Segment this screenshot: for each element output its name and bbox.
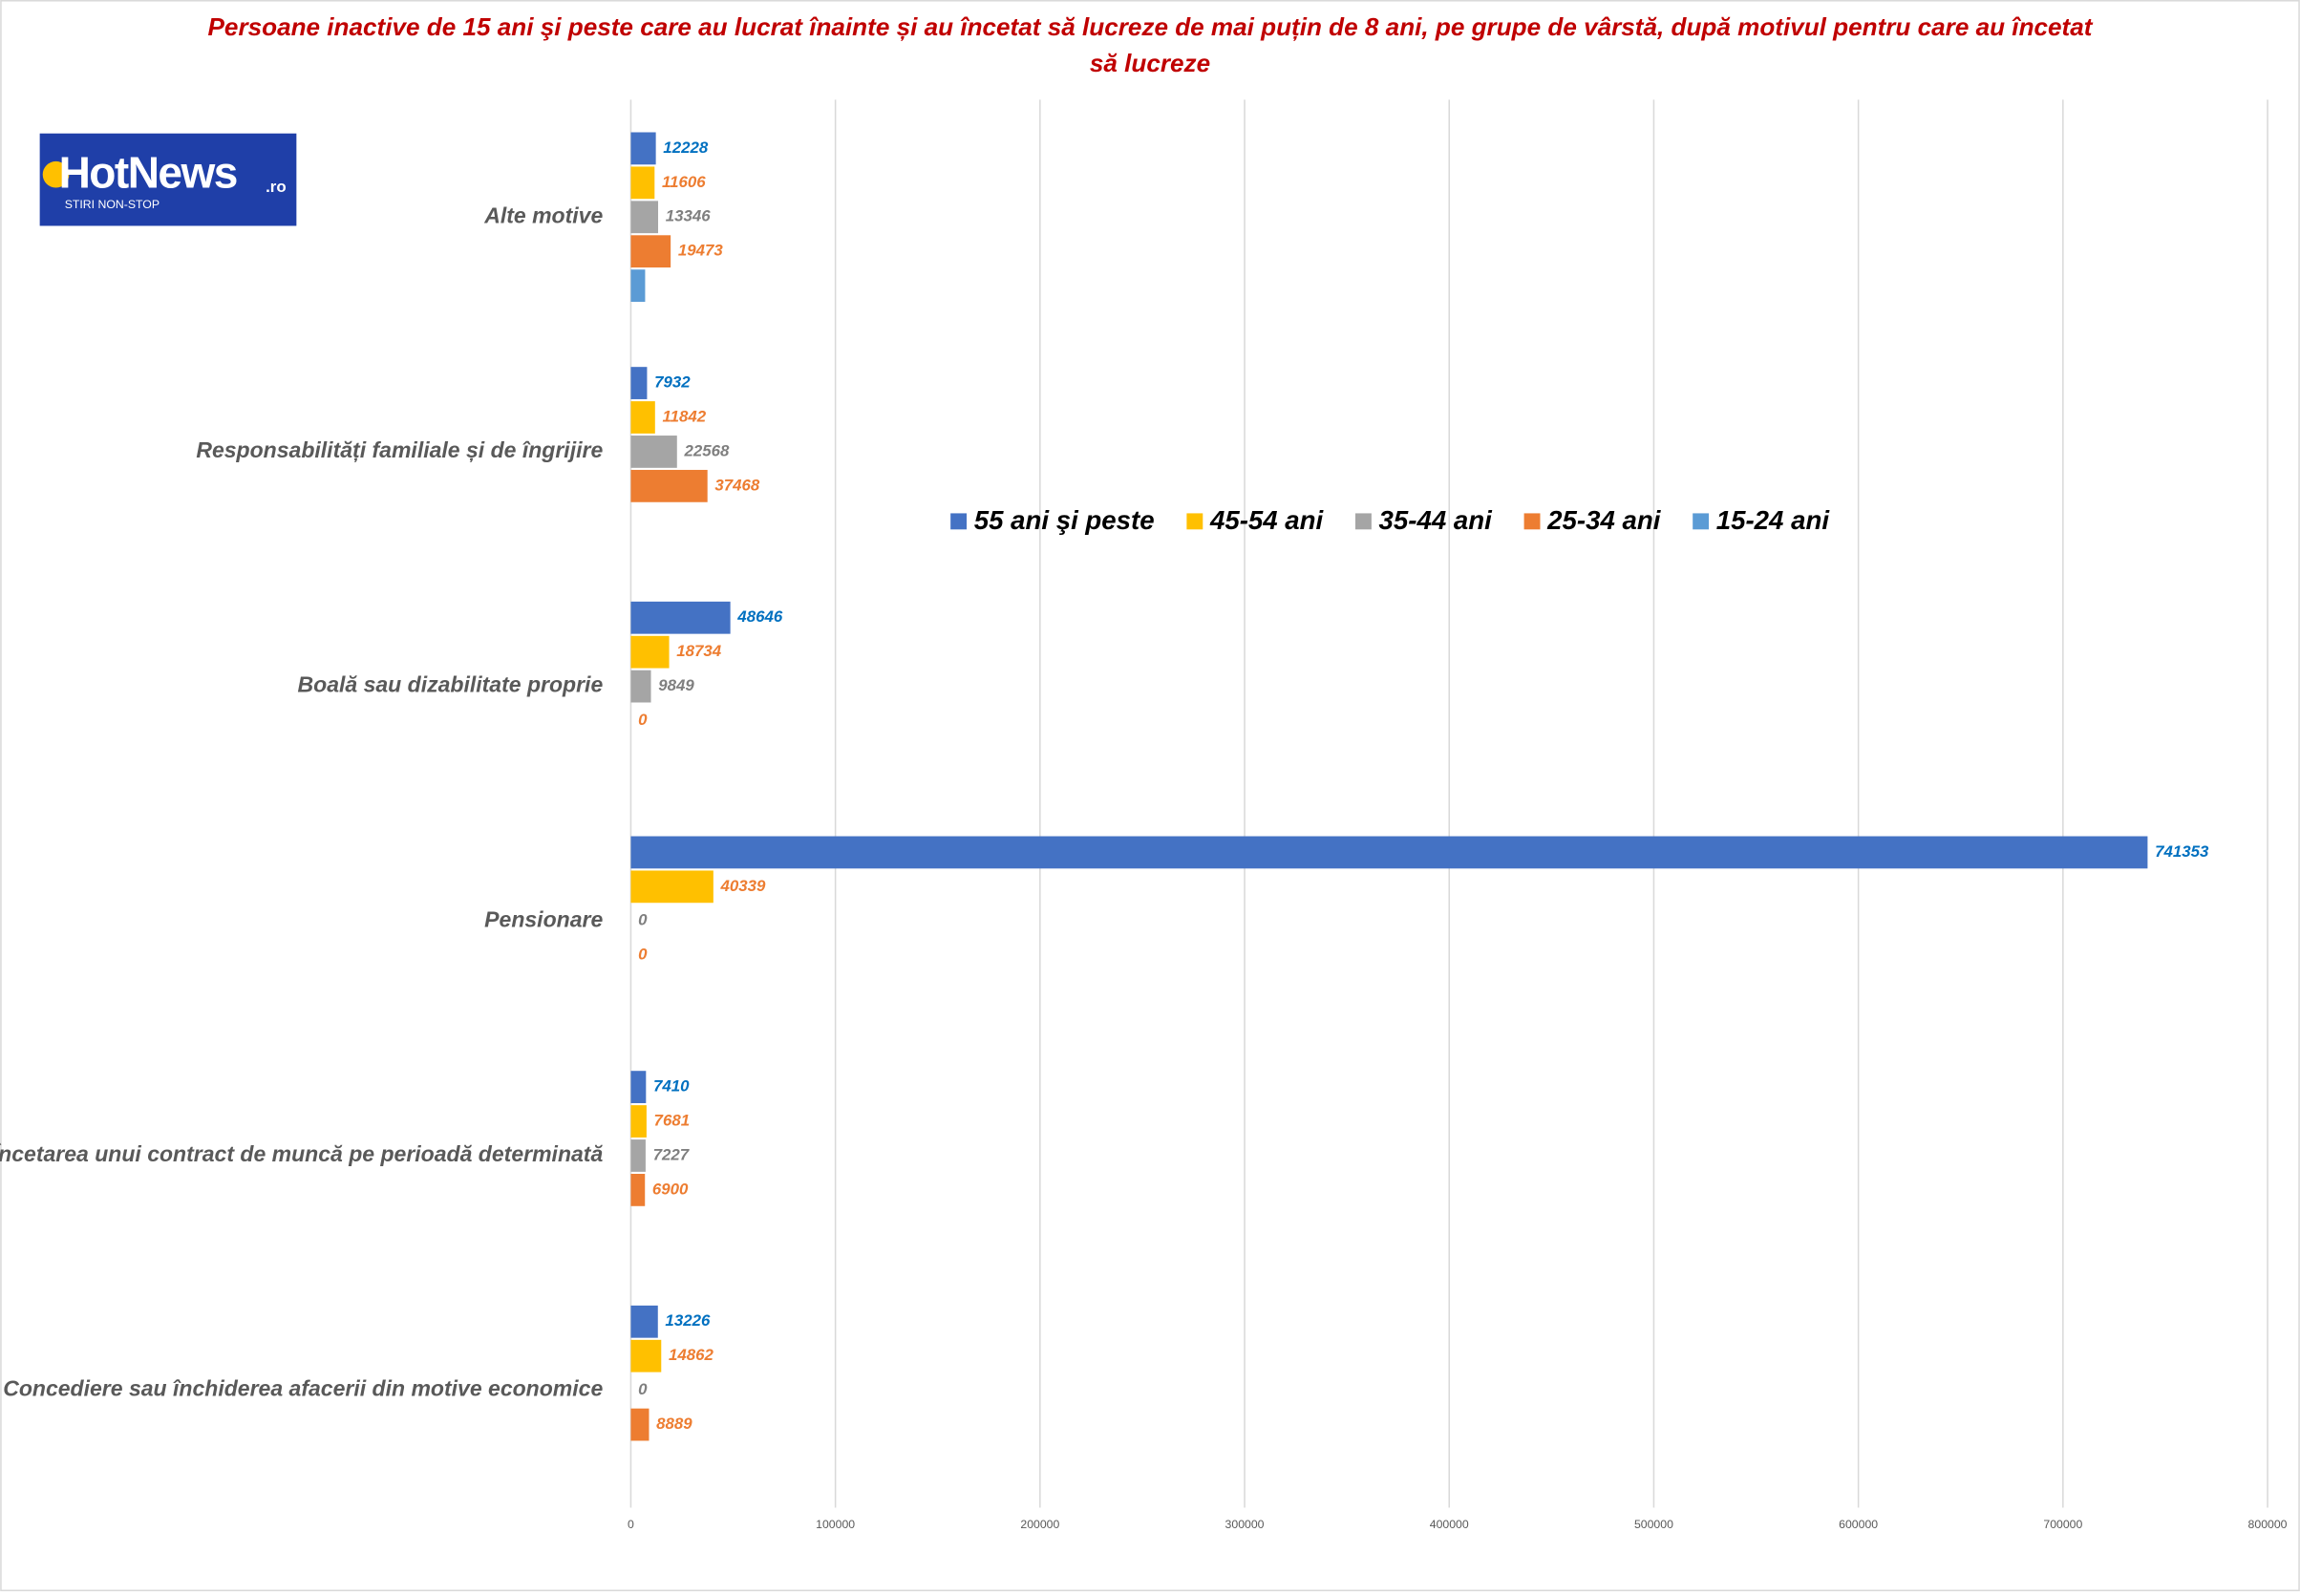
bar (630, 166, 655, 200)
data-label: 7932 (654, 373, 691, 392)
bar (630, 1305, 658, 1338)
data-label: 7410 (653, 1077, 690, 1096)
data-label: 9849 (658, 676, 694, 694)
logo-bg (39, 133, 297, 226)
bar (630, 1174, 646, 1206)
data-label: 18734 (676, 642, 722, 660)
data-label: 12228 (663, 138, 709, 157)
logo: HotNews .ro STIRI NON-STOP (39, 133, 297, 226)
category-label: Pensionare (484, 906, 603, 931)
legend-label: 55 ani şi peste (974, 505, 1155, 535)
data-label: 11606 (662, 173, 706, 191)
bar (630, 201, 659, 234)
legend-swatch (950, 513, 968, 530)
legend-label: 35-44 ani (1379, 505, 1494, 535)
legend-swatch (1186, 513, 1203, 530)
x-tick-label: 700000 (2043, 1518, 2082, 1531)
data-label: 13346 (666, 207, 712, 225)
data-label: 19473 (678, 242, 724, 260)
data-label: 741353 (2155, 842, 2209, 861)
bar (630, 469, 708, 502)
logo-name: HotNews (59, 147, 237, 197)
category-label: Boală sau dizabilitate proprie (298, 672, 604, 697)
data-label: 13226 (665, 1311, 711, 1330)
bar (630, 269, 646, 303)
bar (630, 870, 713, 904)
x-tick-label: 200000 (1020, 1518, 1059, 1531)
data-label: 0 (638, 911, 648, 929)
bar (630, 132, 656, 165)
data-label: 48646 (736, 607, 783, 626)
legend-label: 15-24 ani (1716, 505, 1831, 535)
bar (630, 601, 731, 634)
legend-label: 25-34 ani (1546, 505, 1662, 535)
bar (630, 401, 655, 434)
data-label: 14862 (669, 1346, 714, 1364)
legend-swatch (1523, 513, 1541, 530)
data-label: 40339 (720, 877, 767, 895)
x-tick-label: 600000 (1839, 1518, 1878, 1531)
bar (630, 1071, 647, 1103)
legend-swatch (1693, 513, 1710, 530)
data-label: 8889 (656, 1415, 692, 1433)
x-tick-label: 500000 (1634, 1518, 1673, 1531)
chart-title: Persoane inactive de 15 ani şi peste car… (207, 12, 2093, 78)
bar (630, 635, 670, 669)
logo-sun (42, 160, 70, 188)
x-tick-label: 300000 (1225, 1518, 1265, 1531)
bar (630, 436, 677, 468)
data-label: 22568 (683, 441, 730, 459)
data-label: 11842 (662, 407, 706, 425)
legend-swatch (1354, 513, 1372, 530)
category-label: Responsabilități familiale și de îngriji… (196, 437, 603, 462)
logo-suffix: .ro (266, 178, 287, 196)
bar (630, 235, 671, 268)
data-label: 6900 (652, 1180, 689, 1198)
data-label: 37468 (714, 476, 760, 494)
data-label: 0 (638, 946, 648, 964)
category-label: Concediere sau închiderea afacerii din m… (3, 1376, 603, 1401)
category-label: Alte motive (483, 202, 603, 227)
bar (630, 1408, 650, 1441)
bar (630, 1339, 662, 1373)
bar (630, 1139, 646, 1172)
x-tick-label: 0 (628, 1518, 634, 1531)
x-tick-label: 800000 (2248, 1518, 2288, 1531)
data-label: 7681 (654, 1111, 691, 1129)
data-label: 0 (638, 1380, 648, 1398)
data-label: 7227 (653, 1145, 691, 1163)
bar (630, 1105, 647, 1138)
bar (630, 670, 651, 703)
x-tick-label: 400000 (1430, 1518, 1469, 1531)
x-tick-label: 100000 (816, 1518, 855, 1531)
data-label: 0 (638, 711, 648, 729)
bar (630, 367, 648, 399)
legend-label: 45-54 ani (1209, 505, 1325, 535)
logo-tagline: STIRI NON-STOP (65, 198, 160, 211)
category-label: Încetarea unui contract de muncă pe peri… (0, 1140, 603, 1166)
bar (630, 836, 2148, 869)
title-box: Persoane inactive de 15 ani şi peste car… (207, 12, 2093, 78)
